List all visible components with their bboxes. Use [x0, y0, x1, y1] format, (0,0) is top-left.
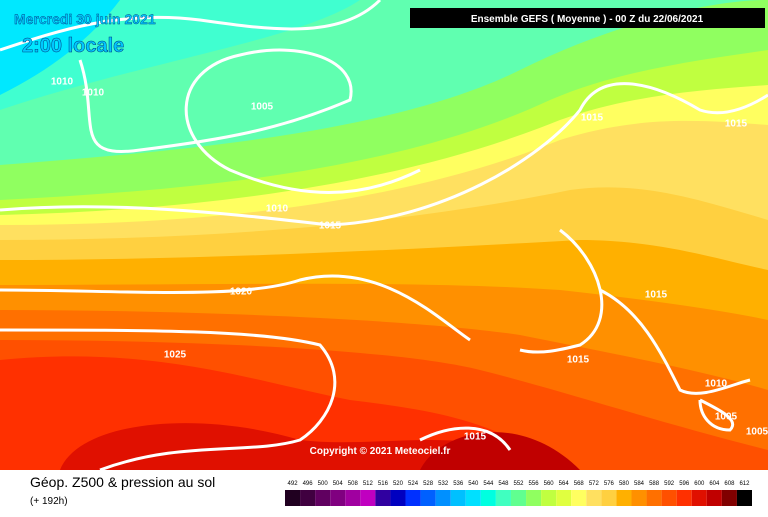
run-info: Ensemble GEFS ( Moyenne ) - 00 Z du 22/0… — [471, 14, 704, 25]
geopotential-bands — [0, 0, 768, 471]
scale-label: 560 — [544, 481, 555, 487]
isobar-label: 1005 — [715, 412, 738, 423]
scale-label: 548 — [498, 481, 509, 487]
isobar-label: 1015 — [725, 119, 748, 130]
scale-swatch — [390, 490, 406, 506]
scale-label: 508 — [348, 481, 359, 487]
scale-label: 584 — [634, 481, 645, 487]
isobar-label: 1010 — [705, 379, 728, 390]
scale-label: 516 — [378, 481, 389, 487]
scale-label: 520 — [393, 481, 404, 487]
isobar-label: 1010 — [266, 204, 289, 215]
scale-swatch — [721, 490, 737, 506]
isobar-label: 1025 — [164, 350, 187, 361]
scale-swatch — [556, 490, 572, 506]
scale-label: 612 — [739, 481, 750, 487]
scale-swatch — [526, 490, 542, 506]
scale-label: 524 — [408, 481, 419, 487]
scale-label: 504 — [333, 481, 344, 487]
scale-label: 536 — [453, 481, 464, 487]
scale-swatch — [510, 490, 527, 506]
scale-label: 492 — [288, 481, 299, 487]
scale-swatch — [601, 490, 617, 506]
scale-label: 604 — [709, 481, 720, 487]
local-time: 2:00 locale — [22, 35, 124, 57]
isobar-label: 1015 — [645, 290, 668, 301]
scale-swatch — [330, 490, 346, 506]
isobars — [0, 0, 768, 451]
scale-label: 608 — [724, 481, 735, 487]
scale-swatch — [405, 490, 421, 506]
forecast-lead: (+ 192h) — [30, 496, 68, 507]
scale-swatch — [285, 490, 301, 506]
scale-label: 528 — [423, 481, 434, 487]
scale-swatch — [360, 490, 376, 506]
isobar-label: 1010 — [82, 88, 105, 99]
isobar-label: 1005 — [746, 427, 768, 438]
scale-label: 580 — [619, 481, 630, 487]
scale-swatch — [465, 490, 481, 506]
isobar-label: 1020 — [230, 287, 253, 298]
scale-swatch — [495, 490, 511, 506]
scale-label: 568 — [574, 481, 585, 487]
scale-swatch — [691, 490, 707, 506]
scale-swatch — [345, 490, 361, 506]
scale-swatch — [375, 490, 391, 506]
run-banner — [410, 8, 765, 28]
isobar-label: 1015 — [581, 113, 604, 124]
scale-swatch — [571, 490, 587, 506]
scale-swatch — [541, 490, 557, 506]
scale-label: 576 — [604, 481, 615, 487]
scale-label: 532 — [438, 481, 449, 487]
scale-label: 544 — [483, 481, 494, 487]
isobar-labels: 1010 1010 1005 1010 1015 1020 1025 1015 … — [51, 77, 768, 443]
isobar-label: 1015 — [567, 355, 590, 366]
color-scale: 492 496 500 504 508 512 516 520 524 528 532 536 540 5… — [285, 481, 752, 506]
scale-label: 596 — [679, 481, 690, 487]
scale-swatch — [435, 490, 451, 506]
scale-swatch — [661, 490, 677, 506]
isobar-label: 1015 — [319, 221, 342, 232]
scale-swatch — [676, 490, 692, 506]
copyright: Copyright © 2021 Meteociel.fr — [310, 446, 451, 457]
scale-swatch — [450, 490, 466, 506]
scale-swatch — [315, 490, 331, 506]
footer-title: Géop. Z500 & pression au sol — [30, 474, 215, 490]
scale-label: 496 — [303, 481, 314, 487]
scale-swatch — [480, 490, 496, 506]
scale-swatch — [631, 490, 647, 506]
scale-label: 572 — [589, 481, 600, 487]
scale-swatch — [646, 490, 662, 506]
scale-swatch — [706, 490, 722, 506]
scale-swatch — [300, 490, 316, 506]
scale-label: 556 — [529, 481, 540, 487]
scale-label: 592 — [664, 481, 675, 487]
scale-label: 540 — [468, 481, 479, 487]
date: Mercredi 30 juin 2021 — [14, 11, 156, 27]
scale-swatch — [586, 490, 602, 506]
isobar-label: 1010 — [51, 77, 74, 88]
scale-swatch — [736, 490, 752, 506]
scale-label: 588 — [649, 481, 660, 487]
scale-swatch — [420, 490, 436, 506]
scale-label: 552 — [513, 481, 524, 487]
isobar-label: 1015 — [464, 432, 487, 443]
scale-label: 564 — [559, 481, 570, 487]
scale-swatch — [616, 490, 632, 506]
scale-label: 500 — [318, 481, 329, 487]
scale-label: 512 — [363, 481, 374, 487]
isobar-label: 1005 — [251, 102, 274, 113]
scale-label: 600 — [694, 481, 705, 487]
